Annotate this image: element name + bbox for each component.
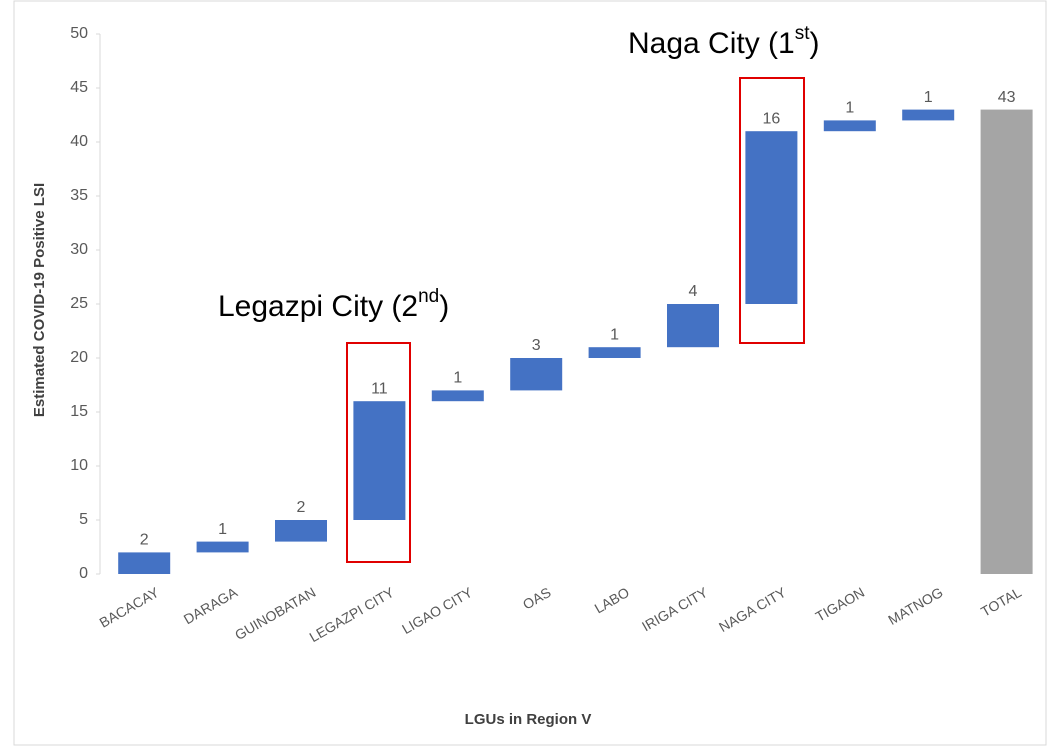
y-tick-label: 20 (70, 349, 88, 366)
y-tick-label: 35 (70, 187, 88, 204)
value-label: 43 (998, 89, 1016, 106)
y-tick-label: 40 (70, 133, 88, 150)
y-tick-label: 50 (70, 25, 88, 42)
x-tick-label: GUINOBATAN (232, 584, 318, 643)
value-label: 1 (453, 370, 462, 387)
y-tick-label: 5 (79, 511, 88, 528)
total-bar (980, 109, 1033, 574)
annotation-close: ) (810, 27, 820, 60)
x-tick-label: MATNOG (885, 584, 945, 628)
highlight-box (346, 342, 411, 563)
value-label: 2 (297, 499, 306, 516)
value-label: 11 (371, 380, 388, 397)
bar (510, 358, 563, 391)
bar (588, 347, 641, 358)
x-tick-label: BACACAY (97, 584, 163, 631)
x-tick-label: TIGAON (813, 584, 867, 625)
x-tick-label: DARAGA (181, 584, 241, 628)
value-label: 1 (924, 89, 933, 106)
y-tick-label: 45 (70, 79, 88, 96)
annotation-text: Naga City (1 (628, 27, 795, 60)
x-tick-label: OAS (520, 584, 554, 613)
bar (353, 401, 406, 520)
annotation-close: ) (439, 290, 449, 323)
chart-border (13, 0, 1047, 746)
annotation-text: Legazpi City (2 (218, 290, 418, 323)
value-label: 16 (763, 110, 781, 127)
bar (118, 552, 171, 574)
annotation: Naga City (1st) (628, 23, 820, 60)
x-axis-label: LGUs in Region V (465, 711, 592, 728)
value-label: 1 (845, 100, 854, 117)
x-tick-label: TOTAL (978, 584, 1024, 620)
bar (823, 120, 876, 132)
y-tick-label: 25 (70, 295, 88, 312)
x-tick-label: LIGAO CITY (399, 584, 476, 637)
x-tick-label: LEGAZPI CITY (307, 584, 398, 646)
y-tick-label: 10 (70, 457, 88, 474)
highlight-box (739, 77, 805, 344)
y-tick-label: 0 (79, 565, 88, 582)
bar (275, 520, 327, 542)
x-tick-label: LABO (592, 584, 632, 617)
y-tick-label: 15 (70, 403, 88, 420)
annotation-sup: st (795, 23, 811, 44)
y-tick-label: 30 (70, 241, 88, 258)
value-label: 1 (610, 326, 619, 343)
bar (196, 541, 249, 553)
value-label: 3 (532, 337, 541, 354)
bar (745, 131, 798, 304)
bar (667, 304, 719, 348)
bar (431, 390, 484, 402)
x-tick-label: NAGA CITY (716, 584, 789, 636)
value-label: 2 (140, 532, 149, 549)
annotation: Legazpi City (2nd) (218, 286, 449, 323)
value-label: 4 (689, 283, 698, 300)
annotation-sup: nd (418, 286, 439, 307)
value-label: 1 (218, 521, 227, 538)
x-tick-label: IRIGA CITY (639, 584, 711, 635)
bar (902, 109, 955, 121)
y-axis-label: Estimated COVID-19 Positive LSI (31, 183, 48, 417)
